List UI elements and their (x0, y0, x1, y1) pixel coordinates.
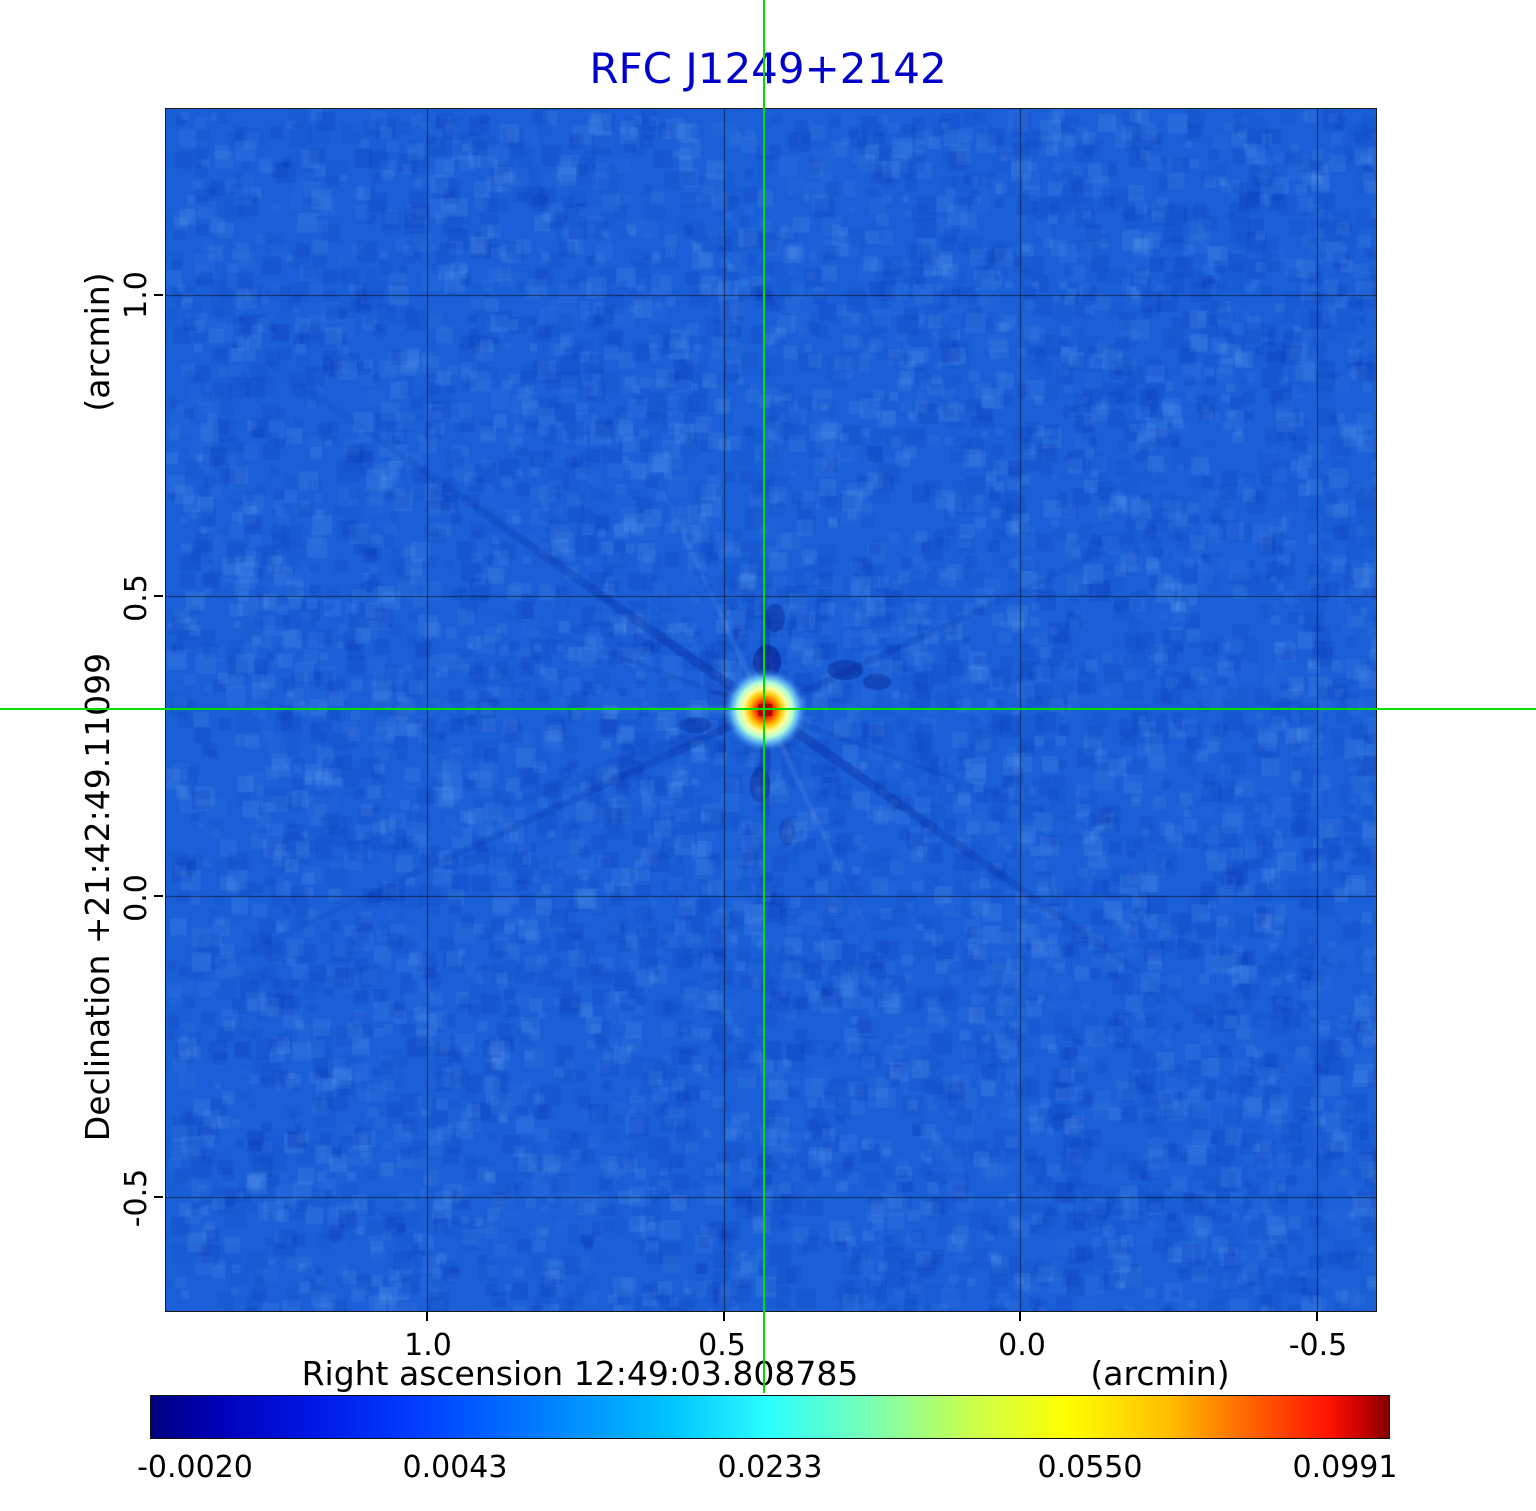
crosshair-horizontal-line (0, 708, 1536, 710)
axis-tick-mark (154, 895, 163, 897)
colorbar (150, 1395, 1390, 1439)
axis-tick-mark (154, 595, 163, 597)
y-axis-label: Declination +21:42:49.11099 (78, 617, 118, 1177)
heatmap-canvas (166, 109, 1376, 1311)
y-tick-label: 0.0 (119, 863, 155, 933)
x-tick-label: -0.5 (1263, 1328, 1373, 1364)
colorbar-tick-label: 0.0043 (370, 1450, 540, 1485)
colorbar-tick-label: 0.0550 (1005, 1450, 1175, 1485)
y-tick-label: 1.0 (119, 260, 155, 330)
axis-tick-mark (723, 1312, 725, 1321)
axis-tick-mark (154, 1196, 163, 1198)
axis-tick-mark (154, 294, 163, 296)
axis-tick-mark (426, 1312, 428, 1321)
colorbar-tick-label: -0.0020 (110, 1450, 280, 1485)
figure: RFC J1249+2142 (arcmin) Declination +21:… (0, 0, 1536, 1511)
colorbar-tick-label: 0.0991 (1260, 1450, 1430, 1485)
y-tick-label: -0.5 (119, 1163, 155, 1233)
colorbar-tick-label: 0.0233 (685, 1450, 855, 1485)
x-axis-label: Right ascension 12:49:03.808785 (290, 1354, 870, 1393)
axis-tick-mark (1019, 1312, 1021, 1321)
axis-tick-mark (1316, 1312, 1318, 1321)
x-axis-unit-label: (arcmin) (1060, 1354, 1260, 1393)
crosshair-vertical-line (763, 0, 765, 1393)
plot-title: RFC J1249+2142 (0, 44, 1536, 93)
plot-area (165, 108, 1377, 1312)
y-tick-label: 0.5 (119, 563, 155, 633)
y-axis-unit-label: (arcmin) (78, 232, 118, 452)
